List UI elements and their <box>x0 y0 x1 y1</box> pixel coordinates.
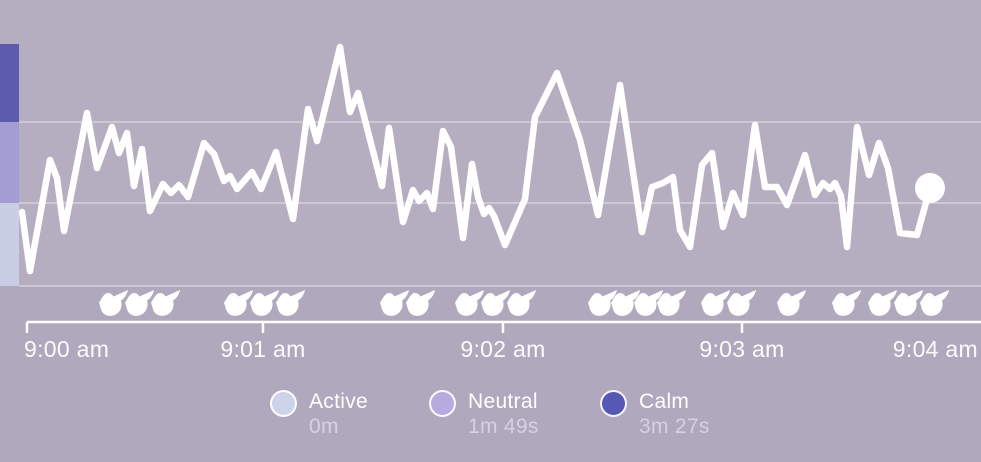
legend-value-active: 0m <box>309 415 339 438</box>
bird-icon <box>250 290 279 316</box>
bird-icon <box>588 290 617 316</box>
legend-item-texts: Neutral 1m 49s <box>468 389 539 439</box>
bird-icon <box>657 290 686 316</box>
bird-icon <box>507 290 536 316</box>
bird-icon <box>276 290 305 316</box>
bird-icon <box>380 290 409 316</box>
bird-icon <box>634 290 663 316</box>
bird-icon <box>920 290 949 316</box>
legend-label-calm: Calm <box>639 390 690 413</box>
zone-bar-active <box>0 203 19 286</box>
bird-icon <box>481 290 510 316</box>
bird-icon <box>701 290 730 316</box>
bird-icon <box>777 290 806 316</box>
bird-icon <box>151 290 180 316</box>
active-color-dot-icon <box>270 390 297 417</box>
legend-item-active: Active 0m <box>270 389 368 439</box>
bird-icon <box>894 290 923 316</box>
zone-bar-calm <box>0 44 19 122</box>
bird-icon <box>832 290 861 316</box>
bird-icon <box>125 290 154 316</box>
bird-icon <box>868 290 897 316</box>
legend-item-texts: Calm 3m 27s <box>639 389 710 439</box>
calm-color-dot-icon <box>600 390 627 417</box>
bird-icon <box>455 290 484 316</box>
neutral-color-dot-icon <box>429 390 456 417</box>
legend-label-neutral: Neutral <box>468 390 538 413</box>
bird-icon <box>99 290 128 316</box>
line-end-dot <box>915 173 945 203</box>
bird-icon <box>406 290 435 316</box>
legend-value-neutral: 1m 49s <box>468 415 539 438</box>
zone-bar-neutral <box>0 122 19 203</box>
activity-line <box>18 43 934 275</box>
bird-icon <box>611 290 640 316</box>
legend-label-active: Active <box>309 390 368 413</box>
legend-item-texts: Active 0m <box>309 389 368 439</box>
bird-icon <box>727 290 756 316</box>
legend-value-calm: 3m 27s <box>639 415 710 438</box>
legend-item-calm: Calm 3m 27s <box>600 389 710 439</box>
session-timeline-chart <box>0 43 981 333</box>
session-legend: Active 0m Neutral 1m 49s Calm 3m 27s <box>0 389 981 449</box>
bird-icon <box>224 290 253 316</box>
legend-item-neutral: Neutral 1m 49s <box>429 389 539 439</box>
